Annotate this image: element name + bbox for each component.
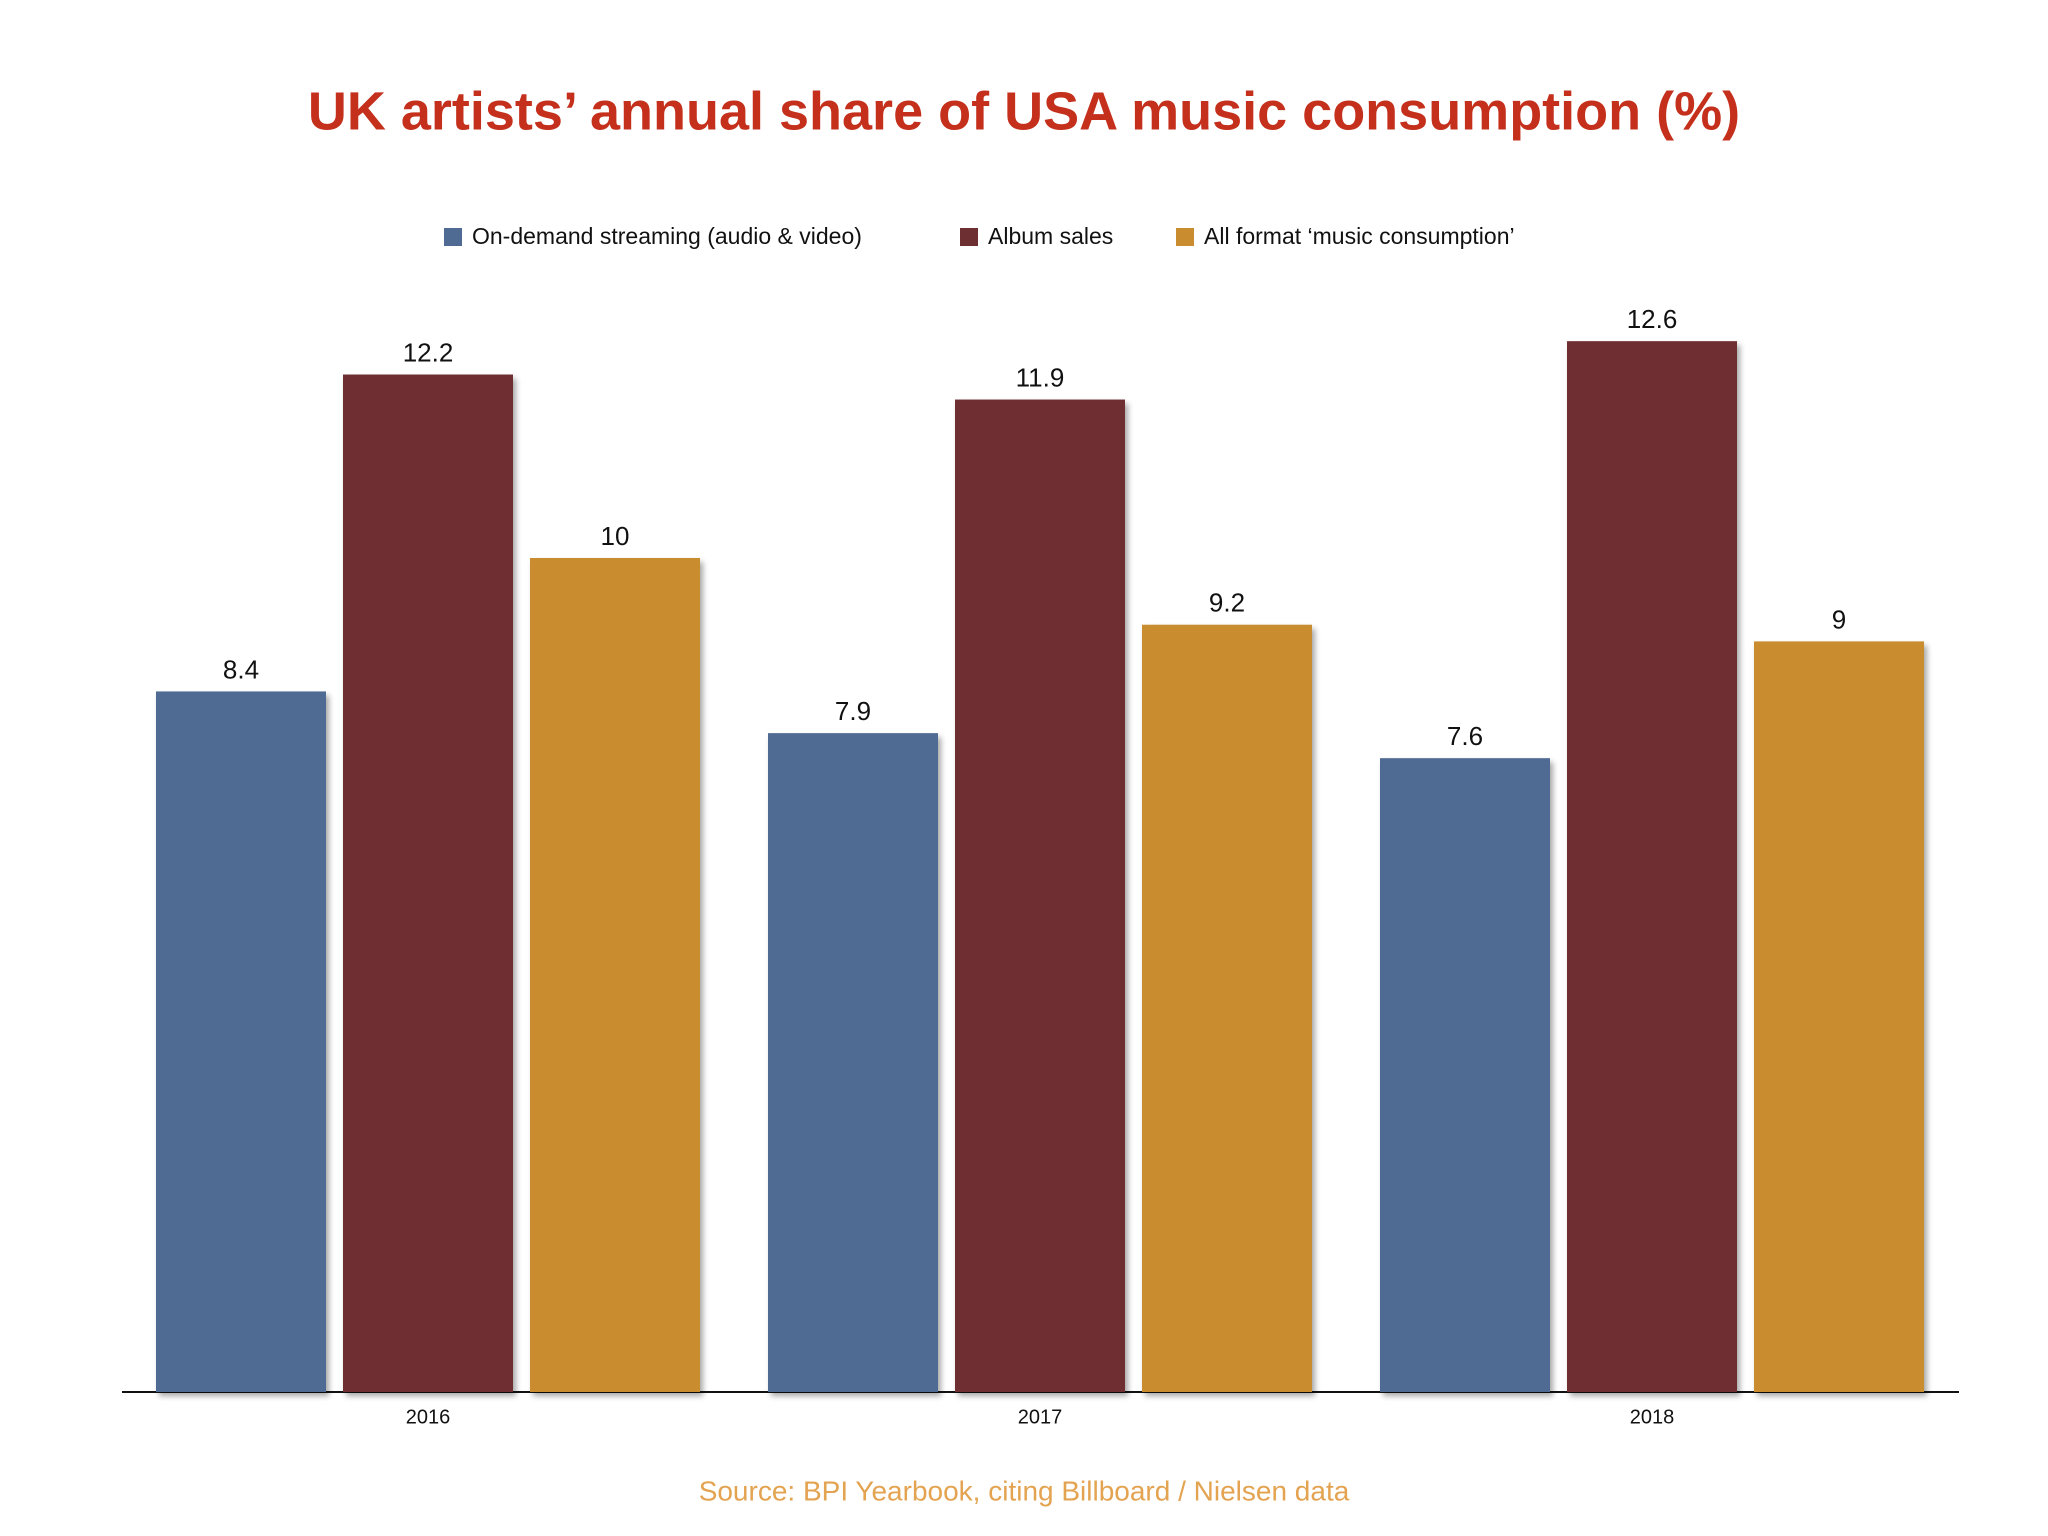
bar (768, 733, 938, 1392)
chart-title: UK artists’ annual share of USA music co… (308, 81, 1740, 141)
value-label: 7.9 (835, 696, 871, 726)
source-note: Source: BPI Yearbook, citing Billboard /… (699, 1475, 1350, 1506)
value-label: 9.2 (1209, 588, 1245, 618)
bar (1142, 624, 1312, 1392)
value-label: 12.2 (403, 337, 454, 367)
legend-swatch (1176, 228, 1194, 246)
value-label: 10 (601, 521, 630, 551)
value-label: 9 (1832, 604, 1846, 634)
legend-label: All format ‘music consumption’ (1204, 223, 1515, 249)
x-tick-label: 2016 (406, 1406, 451, 1428)
bar (955, 399, 1125, 1392)
value-label: 7.6 (1447, 721, 1483, 751)
bar (156, 691, 326, 1392)
bar (343, 374, 513, 1392)
bar (1754, 641, 1924, 1392)
legend-label: On-demand streaming (audio & video) (472, 223, 862, 249)
bar (1380, 758, 1550, 1392)
value-label: 12.6 (1627, 304, 1678, 334)
x-tick-label: 2017 (1018, 1406, 1063, 1428)
legend-swatch (444, 228, 462, 246)
legend-swatch (960, 228, 978, 246)
value-label: 11.9 (1016, 362, 1065, 392)
value-label: 8.4 (223, 654, 259, 684)
legend-label: Album sales (988, 223, 1113, 249)
bar (530, 558, 700, 1392)
x-tick-label: 2018 (1630, 1406, 1675, 1428)
bar (1567, 341, 1737, 1392)
